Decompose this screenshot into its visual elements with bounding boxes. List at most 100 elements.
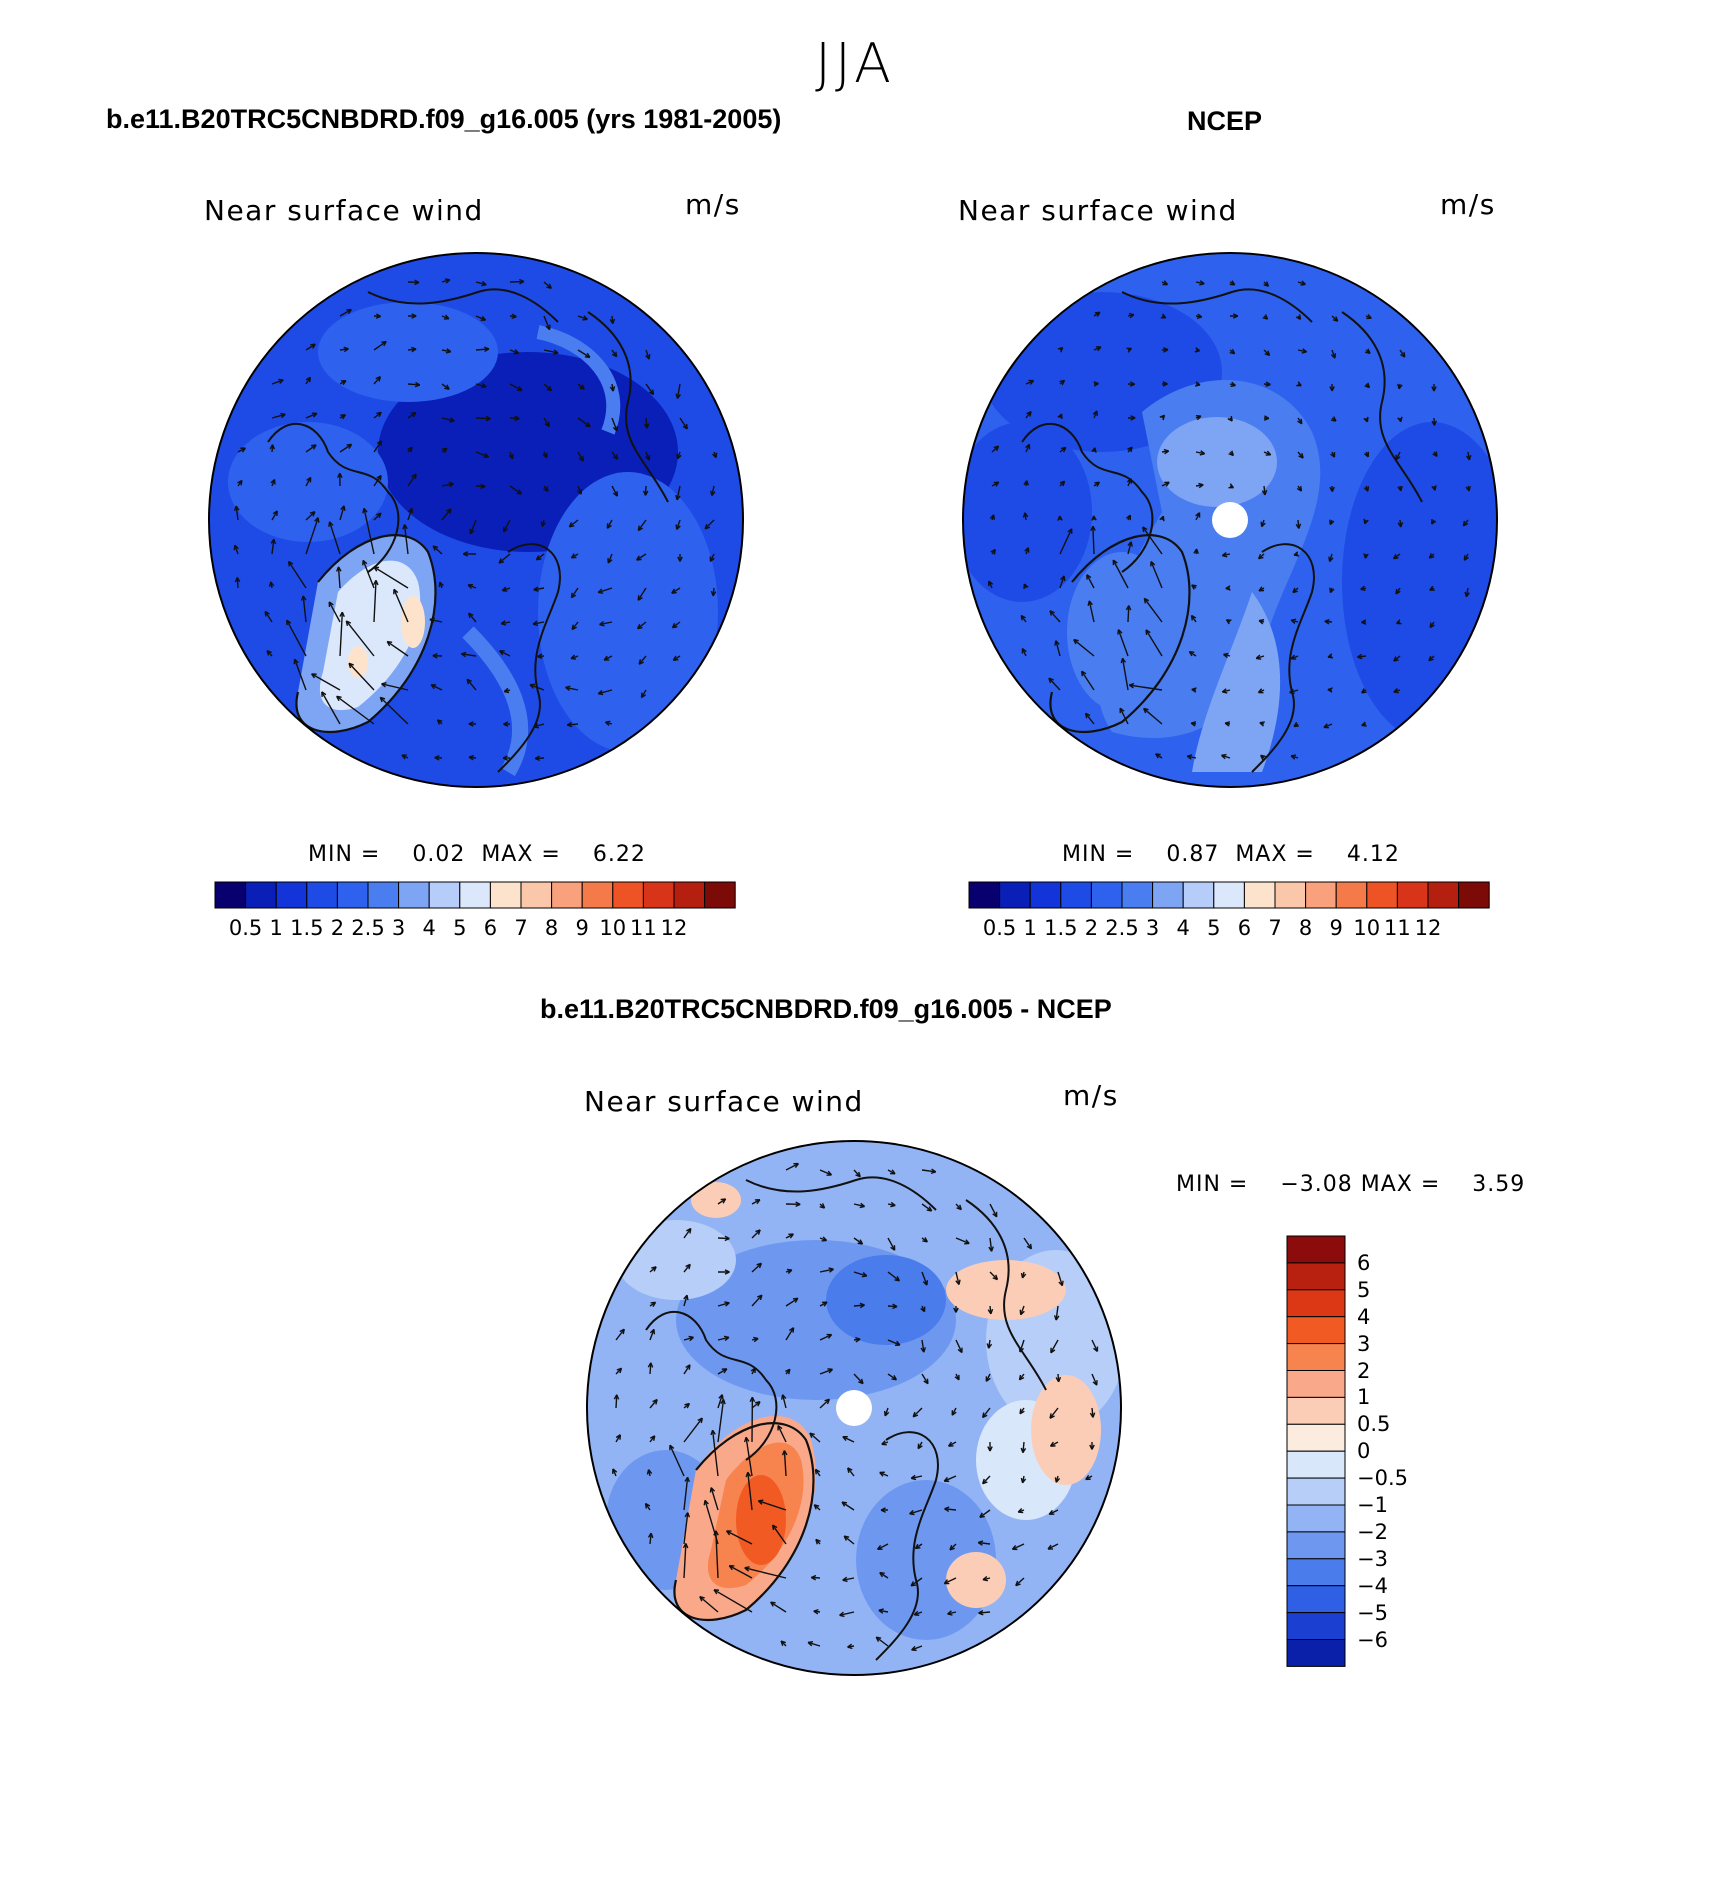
wind-vector [1050,1339,1059,1354]
wind-vector-head [411,315,417,319]
wind-vector-head [240,480,243,486]
wind-vector-head [955,1280,960,1286]
wind-vector-head [1259,721,1265,724]
model-coastline-greenland [295,534,437,734]
wind-vector-head [1021,648,1027,653]
wind-vector-head [721,1394,724,1400]
colorbar-box [704,881,736,909]
wind-vector [847,1467,855,1477]
wind-vector [637,621,647,630]
wind-vector-head [1054,1477,1057,1483]
wind-vector [683,1295,688,1307]
wind-vector [912,1407,923,1418]
wind-vector-head [1020,614,1026,619]
wind-vector-head [982,1575,988,1581]
wind-vector-head [758,1499,764,1502]
diff-coastline-2 [875,1431,939,1661]
colorbar-box [1152,881,1184,909]
wind-vector-head [645,355,650,360]
wind-vector-head [1296,487,1302,492]
wind-vector [649,1362,652,1375]
wind-vector [843,1535,855,1545]
wind-vector-head [565,685,571,689]
wind-vector-head [1019,1408,1022,1414]
wind-vector [989,1237,993,1252]
colorbar-box [398,881,430,909]
wind-vector-head [841,1501,848,1504]
wind-vector [441,508,452,521]
wind-vector-head [636,623,641,629]
wind-vector-head [724,1237,730,1242]
wind-vector [407,508,413,521]
wind-vector-head [829,1268,834,1273]
wind-vector-head [622,1329,625,1335]
wind-vector [294,659,307,691]
wind-vector [373,566,409,589]
colorbar-box [1121,881,1154,909]
wind-vector-head [585,425,591,428]
wind-vector-head [1129,314,1135,319]
wind-vector [1049,1407,1059,1419]
wind-vector [683,1477,689,1511]
wind-vector-head [710,590,714,597]
wind-vector-head [1055,1377,1060,1383]
wind-vector-head [978,1540,984,1544]
wind-vector-head [675,494,678,501]
ncep-polar-map [962,252,1498,788]
wind-vector-head [1062,447,1067,453]
wind-vector-head [891,1378,897,1381]
ncep-coastline-4 [1121,288,1313,323]
wind-vector [717,1237,730,1240]
wind-vector-head [704,1499,709,1505]
colorbar-tick-label: 3 [1145,916,1160,940]
wind-vector-head [1428,655,1432,661]
wind-vector-head [582,318,588,321]
wind-vector [1055,640,1061,657]
wind-vector-head [619,1368,623,1374]
wind-vector-head [480,485,486,490]
wind-vector [1121,658,1129,691]
wind-vector-head [637,595,640,601]
wind-vector-head [992,514,996,520]
wind-vector-head [437,719,443,722]
colorbar-tick-label: 2 [1084,916,1099,940]
wind-vector [853,1304,865,1307]
wind-vector [783,1450,787,1477]
wind-vector [1047,1543,1059,1550]
wind-vector-head [1395,588,1398,595]
model-minmax: MIN = 0.02 MAX = 6.22 [308,842,646,867]
colorbar-box [1182,881,1215,909]
wind-vector-head [686,1295,689,1301]
wind-vector-head [1162,516,1165,522]
wind-vector [271,510,278,521]
wind-vector [875,1636,889,1647]
colorbar-box [1286,1612,1346,1641]
wind-vector-head [553,352,559,355]
wind-vector-head [1029,380,1035,385]
wind-vector [339,505,345,521]
wind-vector [955,1339,963,1353]
wind-vector-head [570,592,573,598]
wind-vector-head [1465,455,1470,461]
wind-vector-head [1221,688,1227,693]
wind-vector-head [747,1471,752,1477]
wind-vector-head [414,281,420,286]
wind-vector [468,612,477,623]
wind-vector [853,1373,864,1385]
model-coastline-4 [367,288,559,323]
wind-vector-head [650,1362,654,1368]
wind-vector-head [1431,386,1435,392]
colorbar-box [245,881,277,909]
wind-vector [305,444,317,453]
colorbar-tick-label: 12 [660,916,688,940]
wind-vector-head [1227,418,1233,422]
wind-vector-head [281,413,286,419]
ncep-map-border [962,252,1498,788]
wind-vector [1022,1441,1025,1453]
wind-vector-head [1464,591,1468,597]
wind-vector-head [1199,283,1205,286]
wind-vector-head [347,309,352,315]
wind-vector-head [312,511,316,517]
wind-vector [982,1407,991,1418]
wind-vector [747,1472,753,1511]
